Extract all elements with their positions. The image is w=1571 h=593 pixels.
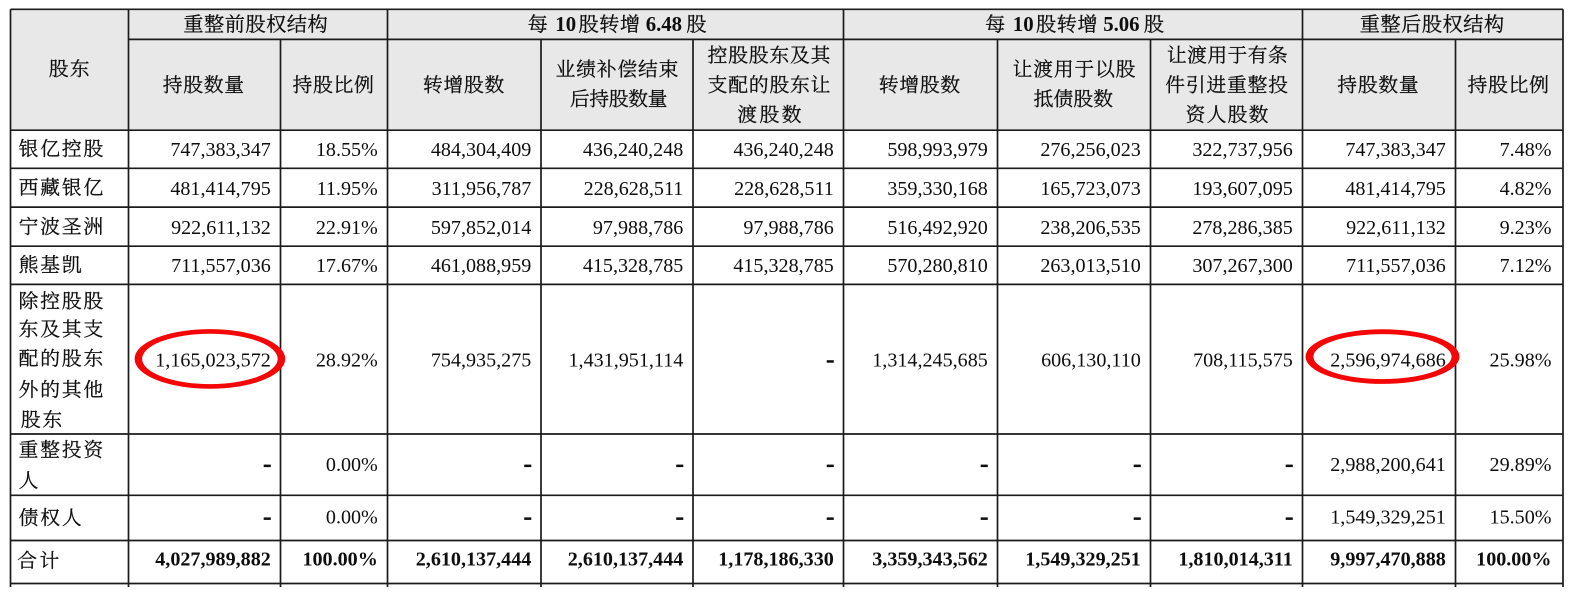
svg-text:436,240,248: 436,240,248 (733, 139, 833, 161)
svg-text:5.06: 5.06 (1103, 13, 1139, 36)
svg-text:516,492,920: 516,492,920 (887, 217, 987, 239)
svg-text:711,557,036: 711,557,036 (171, 255, 271, 277)
svg-text:263,013,510: 263,013,510 (1040, 255, 1140, 277)
svg-text:1,165,023,572: 1,165,023,572 (155, 349, 271, 371)
svg-text:97,988,786: 97,988,786 (743, 217, 833, 239)
svg-text:6.48: 6.48 (646, 13, 682, 36)
svg-text:22.91%: 22.91% (316, 217, 378, 239)
svg-text:597,852,014: 597,852,014 (431, 217, 531, 239)
svg-text:598,993,979: 598,993,979 (887, 139, 987, 161)
svg-text:322,737,956: 322,737,956 (1192, 139, 1292, 161)
svg-text:1,549,329,251: 1,549,329,251 (1330, 507, 1446, 529)
svg-text:97,988,786: 97,988,786 (593, 217, 683, 239)
svg-text:606,130,110: 606,130,110 (1041, 349, 1141, 371)
svg-text:484,304,409: 484,304,409 (431, 139, 531, 161)
svg-text:3,359,343,562: 3,359,343,562 (872, 548, 988, 570)
svg-text:711,557,036: 711,557,036 (1346, 255, 1446, 277)
svg-text:922,611,132: 922,611,132 (171, 217, 271, 239)
svg-text:25.98%: 25.98% (1490, 349, 1552, 371)
svg-text:481,414,795: 481,414,795 (170, 178, 270, 200)
svg-text:415,328,785: 415,328,785 (583, 255, 683, 277)
svg-text:1,178,186,330: 1,178,186,330 (718, 548, 834, 570)
svg-text:2,596,974,686: 2,596,974,686 (1330, 349, 1446, 371)
svg-text:228,628,511: 228,628,511 (584, 178, 684, 200)
svg-text:747,383,347: 747,383,347 (1345, 139, 1445, 161)
svg-text:2,988,200,641: 2,988,200,641 (1330, 454, 1446, 476)
svg-text:276,256,023: 276,256,023 (1040, 139, 1140, 161)
svg-text:2,610,137,444: 2,610,137,444 (568, 548, 684, 570)
svg-text:1,810,014,311: 1,810,014,311 (1178, 548, 1292, 570)
svg-text:100.00%: 100.00% (1476, 548, 1551, 570)
svg-text:10: 10 (1013, 13, 1034, 36)
svg-text:570,280,810: 570,280,810 (887, 255, 987, 277)
svg-text:0.00%: 0.00% (326, 454, 378, 476)
svg-text:193,607,095: 193,607,095 (1192, 178, 1292, 200)
svg-text:311,956,787: 311,956,787 (432, 178, 532, 200)
svg-text:228,628,511: 228,628,511 (734, 178, 834, 200)
svg-text:100.00%: 100.00% (302, 548, 377, 570)
svg-text:307,267,300: 307,267,300 (1192, 255, 1292, 277)
svg-text:7.48%: 7.48% (1500, 139, 1552, 161)
svg-text:461,088,959: 461,088,959 (431, 255, 531, 277)
svg-text:359,330,168: 359,330,168 (887, 178, 987, 200)
svg-text:7.12%: 7.12% (1500, 255, 1552, 277)
svg-text:1,431,951,114: 1,431,951,114 (569, 349, 684, 371)
svg-text:4.82%: 4.82% (1500, 178, 1552, 200)
svg-text:18.55%: 18.55% (316, 139, 378, 161)
svg-text:11.95%: 11.95% (317, 178, 378, 200)
svg-text:415,328,785: 415,328,785 (733, 255, 833, 277)
svg-text:922,611,132: 922,611,132 (1346, 217, 1446, 239)
svg-text:2,610,137,444: 2,610,137,444 (416, 548, 532, 570)
svg-text:708,115,575: 708,115,575 (1193, 349, 1293, 371)
svg-text:9,997,470,888: 9,997,470,888 (1330, 548, 1446, 570)
svg-text:238,206,535: 238,206,535 (1040, 217, 1140, 239)
svg-text:436,240,248: 436,240,248 (583, 139, 683, 161)
svg-text:17.67%: 17.67% (316, 255, 378, 277)
svg-text:29.89%: 29.89% (1490, 454, 1552, 476)
svg-text:9.23%: 9.23% (1500, 217, 1552, 239)
svg-text:4,027,989,882: 4,027,989,882 (155, 548, 271, 570)
svg-text:10: 10 (555, 13, 576, 36)
svg-text:747,383,347: 747,383,347 (170, 139, 270, 161)
svg-text:481,414,795: 481,414,795 (1345, 178, 1445, 200)
svg-text:15.50%: 15.50% (1490, 507, 1552, 529)
svg-text:165,723,073: 165,723,073 (1040, 178, 1140, 200)
svg-text:1,314,245,685: 1,314,245,685 (872, 349, 988, 371)
svg-text:754,935,275: 754,935,275 (431, 349, 531, 371)
svg-text:28.92%: 28.92% (316, 349, 378, 371)
svg-text:1,549,329,251: 1,549,329,251 (1025, 548, 1141, 570)
svg-text:0.00%: 0.00% (326, 507, 378, 529)
svg-text:278,286,385: 278,286,385 (1192, 217, 1292, 239)
